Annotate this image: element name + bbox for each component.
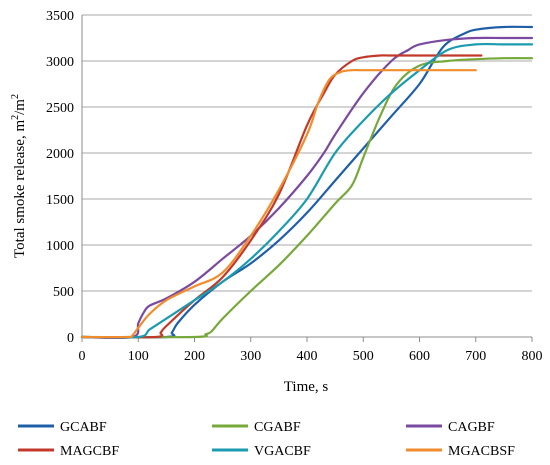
y-tick-label: 2000 xyxy=(46,147,74,162)
y-tick-label: 1500 xyxy=(46,193,74,208)
y-tick-label: 3500 xyxy=(46,9,74,24)
tick-labels: 0 500 1000 1500 2000 2500 3000 3500 0 100 200 300 40… xyxy=(46,9,543,364)
x-tick-label: 0 xyxy=(79,349,86,364)
series-line-cgabf xyxy=(80,57,534,339)
series-line-cagbf xyxy=(80,36,534,340)
x-tick-label: 400 xyxy=(297,349,318,364)
series-line-gcabf xyxy=(80,25,534,339)
x-tick-label: 700 xyxy=(465,349,486,364)
y-axis-title-main: Total smoke release, m xyxy=(12,120,28,258)
y-axis-title: Total smoke release, m2/m2 xyxy=(10,94,28,258)
y-axis-title-sup-2: 2 xyxy=(10,94,21,99)
y-tick-label: 1000 xyxy=(46,239,74,254)
series-lines xyxy=(80,25,534,340)
x-tick-label: 800 xyxy=(522,349,543,364)
series-line-magcbf xyxy=(80,54,483,339)
legend-label-mgacbsf: MGACBSF xyxy=(448,444,515,459)
series-line-vgacbf xyxy=(80,42,534,339)
y-axis-title-sup-1: 2 xyxy=(10,115,21,120)
series-line-mgacbsf xyxy=(80,68,477,339)
legend-label-gcabf: GCABF xyxy=(60,420,107,435)
legend-label-magcbf: MAGCBF xyxy=(60,444,119,459)
legend-label-cgabf: CGABF xyxy=(254,420,301,435)
x-tick-label: 100 xyxy=(128,349,149,364)
legend-label-cagbf: CAGBF xyxy=(448,420,495,435)
legend-label-vgacbf: VGACBF xyxy=(254,444,311,459)
legend: GCABF CGABF CAGBF MAGCBF VGACBF MGACBSF xyxy=(18,420,515,459)
y-axis-title-mid: /m xyxy=(12,99,28,115)
y-tick-label: 0 xyxy=(67,331,74,346)
x-tick-label: 200 xyxy=(184,349,205,364)
x-tick-label: 500 xyxy=(353,349,374,364)
x-axis-title: Time, s xyxy=(284,379,329,395)
x-tick-label: 600 xyxy=(409,349,430,364)
x-tick-label: 300 xyxy=(240,349,261,364)
y-tick-label: 500 xyxy=(53,285,74,300)
y-tick-label: 3000 xyxy=(46,55,74,70)
y-tick-label: 2500 xyxy=(46,101,74,116)
